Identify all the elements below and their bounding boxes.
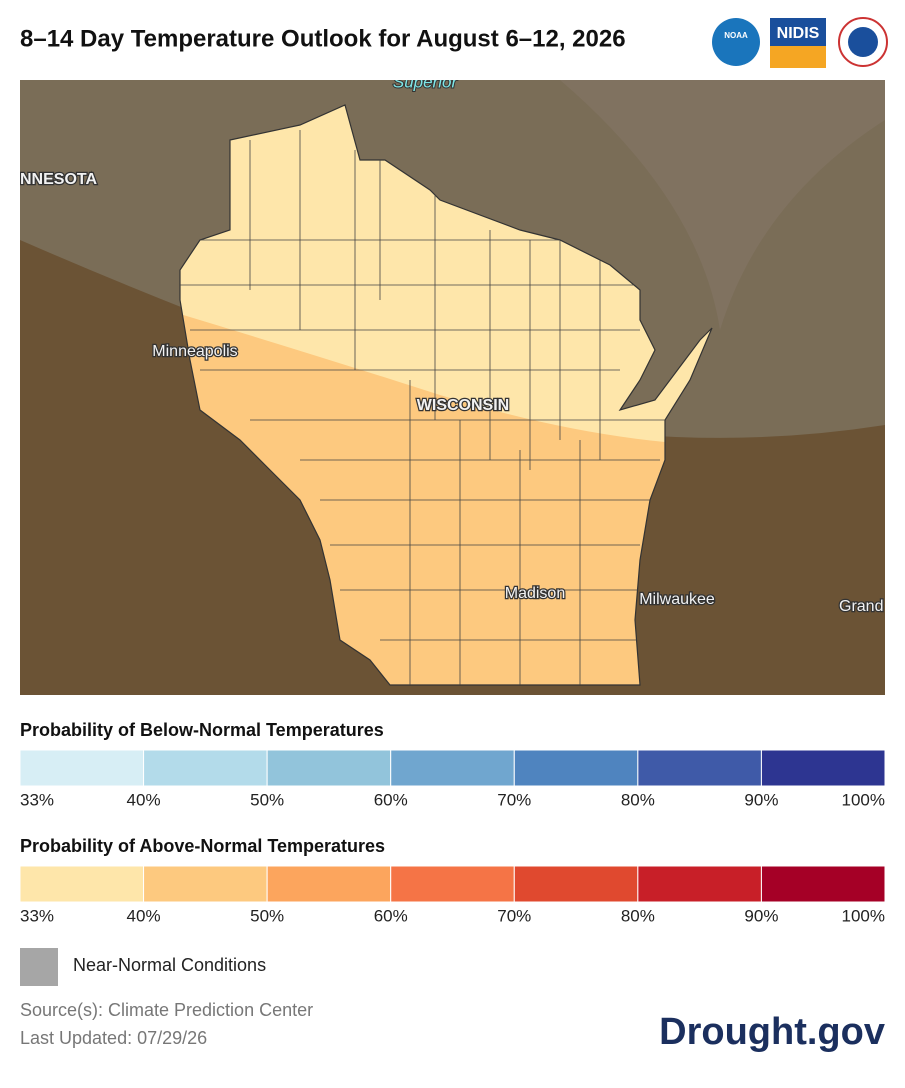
legend-swatch [266, 749, 392, 787]
title: 8–14 Day Temperature Outlook for August … [20, 25, 626, 52]
logos: NOAA NIDIS [712, 17, 888, 68]
legend-tick-label: 33% [20, 790, 54, 809]
legend-swatch [760, 749, 886, 787]
legend-bar: 33% 40% 50% 60% 70% 80% 90% 100% [19, 865, 886, 925]
legend-tick-label: 100% [842, 906, 885, 925]
legend-swatch [19, 749, 145, 787]
map-label: Grand [839, 598, 883, 615]
legend-tick-label: 70% [497, 906, 531, 925]
legend-tick-label: 100% [842, 790, 885, 809]
legend-tick-label: 40% [127, 906, 161, 925]
map-label: Milwaukee [639, 591, 715, 608]
map: Superior NNESOTA Minneapolis WISCONSIN M… [20, 72, 885, 695]
logo-noaa: NOAA [724, 31, 748, 40]
legend-tick-label: 90% [744, 790, 778, 809]
legend-swatch [760, 865, 886, 903]
legend-tick-label: 60% [374, 790, 408, 809]
legend-tick-label: 50% [250, 790, 284, 809]
legend-swatch [637, 865, 762, 903]
legend-tick-label: 70% [497, 790, 531, 809]
legend-swatch [637, 749, 762, 787]
last-updated: Last Updated: 07/29/26 [20, 1028, 207, 1048]
legend-swatch [390, 749, 515, 787]
legend-tick-label: 33% [20, 906, 54, 925]
map-label: Superior [393, 72, 459, 91]
near-normal-swatch [20, 948, 58, 986]
legend-swatch [143, 749, 268, 787]
legend-title: Probability of Below-Normal Temperatures [20, 720, 384, 740]
legend-tick-label: 50% [250, 906, 284, 925]
legend-swatch [390, 865, 515, 903]
legend-title: Probability of Above-Normal Temperatures [20, 836, 385, 856]
legend-swatch [143, 865, 268, 903]
map-label: Madison [505, 585, 565, 602]
legend-swatch [513, 865, 639, 903]
near-normal-label: Near-Normal Conditions [73, 955, 266, 975]
legend-swatch [19, 865, 145, 903]
source: Source(s): Climate Prediction Center [20, 1000, 313, 1020]
map-label: Minneapolis [152, 343, 237, 360]
map-label: NNESOTA [20, 171, 97, 188]
legend-swatch [266, 865, 392, 903]
legend-tick-label: 40% [127, 790, 161, 809]
legend-bar: 33% 40% 50% 60% 70% 80% 90% 100% [19, 749, 886, 809]
logo-nidis: NIDIS [777, 25, 820, 42]
legend-tick-label: 90% [744, 906, 778, 925]
legend-tick-label: 60% [374, 906, 408, 925]
legend-swatch [513, 749, 639, 787]
map-label: WISCONSIN [417, 397, 509, 414]
legend-tick-label: 80% [621, 790, 655, 809]
brand: Drought.gov [659, 1011, 885, 1053]
legend-tick-label: 80% [621, 906, 655, 925]
